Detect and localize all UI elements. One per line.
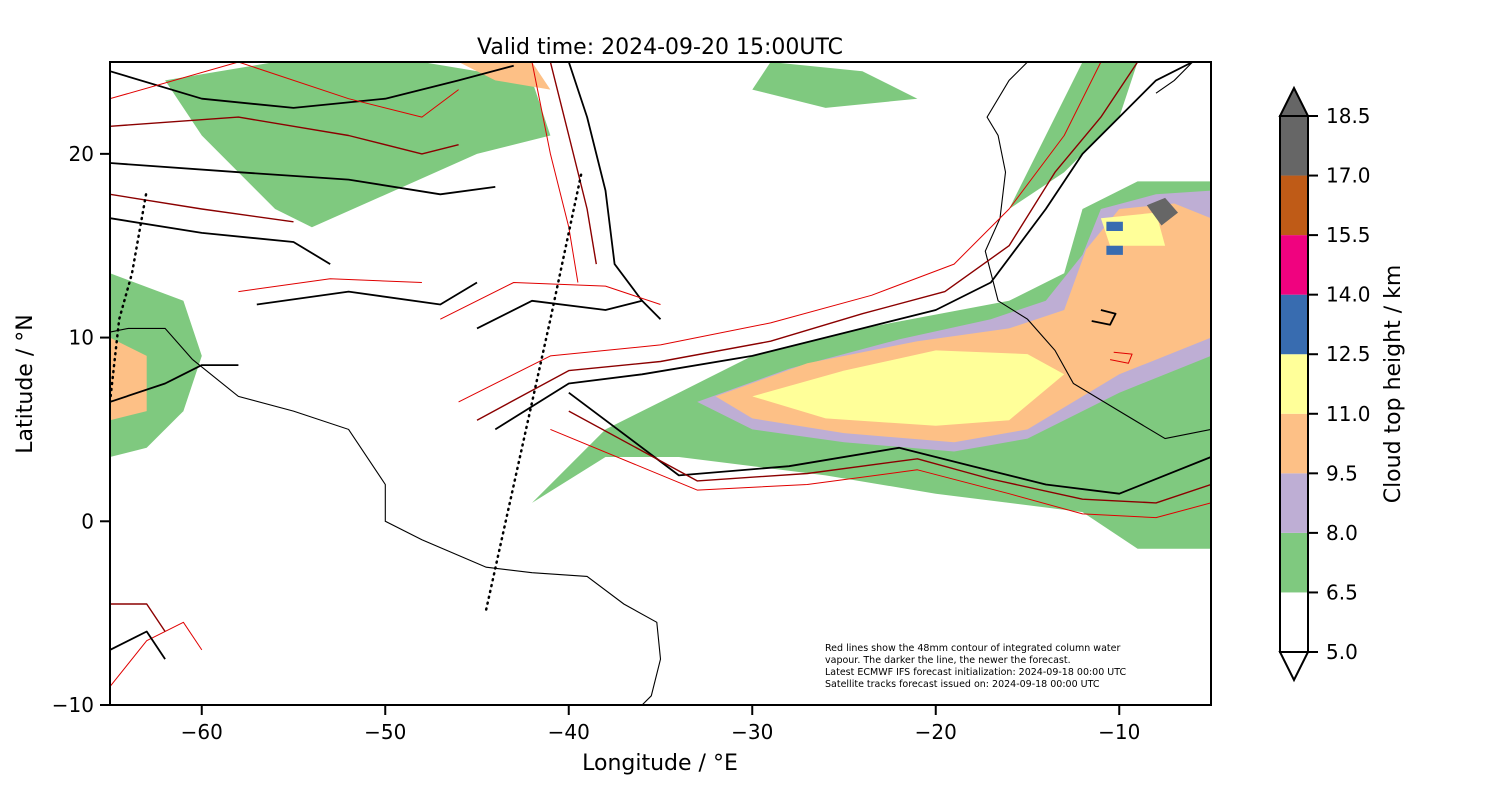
iwv-contour-21: [110, 630, 166, 660]
y-tick-label-1: 0: [81, 509, 94, 533]
iwv-contour-11: [110, 193, 294, 223]
iwv-contour-14: [531, 62, 579, 283]
cloud-region-9: [752, 62, 918, 108]
colorbar-frame: [1279, 115, 1309, 653]
colorbar-tick-label-2: 8.0: [1326, 521, 1358, 545]
y-tick-label-0: −10: [52, 693, 94, 717]
colorbar-tick-label-1: 6.5: [1326, 580, 1358, 604]
colorbar-segment-7: [1280, 175, 1308, 236]
iwv-contour-24: [1110, 351, 1133, 364]
iwv-contour-3: [568, 391, 1211, 495]
x-tick-label-3: −30: [731, 720, 773, 744]
x-axis-label: Longitude / °E: [582, 751, 738, 776]
colorbar-segment-0: [1280, 592, 1308, 652]
colorbar-tick-label-7: 15.5: [1326, 223, 1371, 247]
colorbar-segment-4: [1280, 354, 1308, 414]
colorbar: 5.0 6.5 8.0 9.5 11.0 12.5 14.0 15.5 17.0 18.5: [1278, 85, 1371, 683]
cloud-region-10: [1009, 62, 1138, 209]
iwv-contour-22: [110, 603, 166, 632]
coastline-3: [1155, 62, 1193, 94]
colorbar-segment-3: [1280, 413, 1308, 474]
colorbar-segment-2: [1280, 473, 1308, 533]
colorbar-tick-label-9: 18.5: [1326, 104, 1371, 128]
y-axis-ticks: −10 0 10 20: [52, 142, 110, 717]
y-tick-label-3: 20: [69, 142, 94, 166]
iwv-contour-13: [549, 62, 597, 265]
cloud-region-3: [752, 350, 1065, 426]
map-frame: [109, 61, 1212, 706]
satellite-track-0: [484, 170, 583, 611]
iwv-contour-2: [458, 62, 1102, 403]
iwv-contour-17: [256, 281, 478, 306]
annotation-line-1: Red lines show the 48mm contour of integ…: [825, 643, 1120, 654]
coastline-0: [192, 359, 662, 705]
colorbar-segment-5: [1280, 294, 1308, 355]
y-axis-label: Latitude / °N: [13, 314, 38, 453]
iwv-contour-1: [476, 62, 1139, 421]
colorbar-extend-min: [1278, 651, 1310, 683]
iwv-contour-10: [110, 217, 331, 265]
colorbar-tick-label-8: 17.0: [1326, 164, 1371, 188]
y-tick-label-2: 10: [69, 326, 94, 350]
colorbar-label: Cloud top height / km: [1381, 265, 1406, 504]
annotation-text: Red lines show the 48mm contour of integ…: [825, 643, 1126, 690]
cloud-top-height-field: [110, 62, 1211, 549]
iwv-contour-19: [110, 364, 239, 403]
iwv-contour-7: [110, 162, 496, 196]
colorbar-tick-label-6: 14.0: [1326, 283, 1371, 307]
colorbar-segment-1: [1280, 532, 1308, 593]
satellite-track-layer: [110, 170, 583, 611]
colorbar-segment-8: [1280, 116, 1308, 176]
x-tick-label-2: −40: [548, 720, 590, 744]
iwv-contour-18: [238, 278, 422, 293]
cloud-region-5: [165, 62, 551, 228]
cloud-region-4: [1100, 212, 1166, 246]
colorbar-tick-label-3: 9.5: [1326, 461, 1358, 485]
x-tick-label-0: −60: [181, 720, 223, 744]
cloud-region-12: [1106, 221, 1123, 231]
satellite-track-1: [110, 189, 148, 404]
coastline-2: [984, 62, 1211, 440]
chart-title: Valid time: 2024-09-20 15:00UTC: [477, 35, 843, 60]
annotation-line-4: Satellite tracks forecast issued on: 202…: [825, 679, 1100, 690]
cloud-region-8: [458, 62, 551, 90]
cloud-region-13: [1106, 245, 1123, 255]
annotation-line-2: vapour. The darker the line, the newer t…: [825, 655, 1071, 666]
colorbar-tick-label-5: 12.5: [1326, 342, 1371, 366]
cloud-region-11: [1146, 197, 1178, 226]
annotation-line-3: Latest ECMWF IFS forecast initialization…: [825, 667, 1126, 678]
colorbar-extend-max: [1278, 85, 1310, 117]
water-vapour-contour-layer: [110, 62, 1211, 687]
colorbar-segment-6: [1280, 235, 1308, 295]
colorbar-tick-label-4: 11.0: [1326, 402, 1371, 426]
x-axis-ticks: −60 −50 −40 −30 −20 −10: [181, 705, 1140, 744]
iwv-contour-9: [110, 62, 459, 118]
colorbar-tick-label-0: 5.0: [1326, 640, 1358, 664]
iwv-contour-8: [110, 116, 459, 155]
map-plot-area: [110, 62, 1211, 705]
iwv-contour-12: [567, 62, 643, 302]
x-tick-label-5: −10: [1098, 720, 1140, 744]
x-tick-label-1: −50: [364, 720, 406, 744]
iwv-contour-20: [110, 621, 203, 687]
iwv-contour-16: [440, 282, 661, 320]
iwv-contour-5: [550, 428, 1211, 519]
iwv-contour-0: [494, 62, 1194, 431]
iwv-contour-15: [476, 299, 662, 330]
iwv-contour-4: [568, 410, 1211, 504]
x-tick-label-4: −20: [915, 720, 957, 744]
iwv-contour-6: [110, 64, 514, 109]
iwv-contour-23: [1091, 309, 1117, 326]
